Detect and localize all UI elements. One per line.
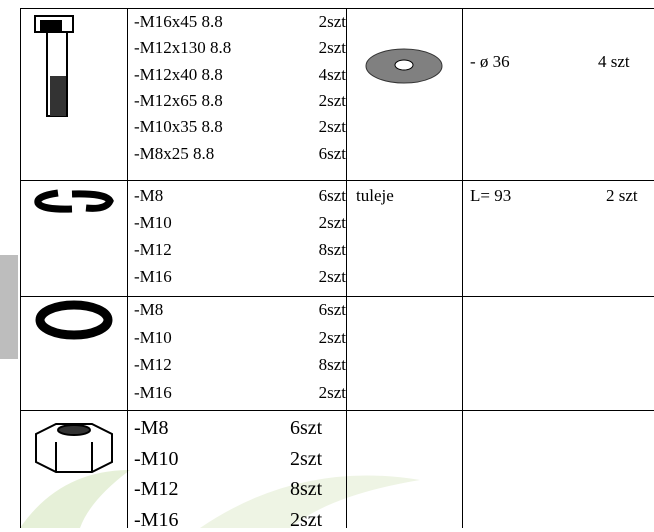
item-qty: 2szt	[318, 327, 346, 347]
row-border	[20, 296, 654, 297]
col-border	[462, 8, 463, 528]
item-name: -M10x35 8.8	[134, 117, 223, 137]
table-border	[20, 8, 21, 528]
flat-washer-icon	[35, 300, 113, 340]
item-name: -M12x130 8.8	[134, 38, 232, 58]
item-name: -M16	[134, 267, 172, 286]
item-name: -M16	[134, 508, 179, 531]
item-qty: 6szt	[318, 143, 346, 163]
item-qty: 8szt	[318, 240, 346, 259]
item-qty: 2szt	[318, 267, 346, 286]
item-qty: 2szt	[290, 508, 323, 531]
item-name: -M8x25 8.8	[134, 143, 215, 163]
item-name: -M10	[134, 327, 172, 347]
item-qty: 2szt	[318, 38, 346, 58]
table-border	[20, 8, 654, 9]
item-name: -M12x65 8.8	[134, 90, 223, 110]
row-border	[20, 410, 654, 411]
col-border	[127, 8, 128, 528]
row-border	[20, 180, 654, 181]
item-name: -M12x40 8.8	[134, 64, 223, 84]
bolt-icon	[34, 15, 74, 117]
nut-icon	[35, 423, 113, 473]
part-qty: 4 szt	[598, 52, 630, 71]
item-name: -M8	[134, 186, 164, 205]
item-name: -M12	[134, 355, 172, 375]
item-qty: 4szt	[318, 64, 346, 84]
item-qty: 2szt	[318, 12, 346, 31]
part-kind: tuleje	[356, 186, 394, 205]
col-border	[346, 8, 347, 528]
item-qty: 6szt	[290, 417, 323, 439]
spring-washer-icon	[34, 189, 114, 213]
item-qty: 2szt	[318, 90, 346, 110]
part-qty: 2 szt	[606, 186, 638, 205]
item-qty: 2szt	[318, 382, 346, 402]
part-size: - ø 36	[470, 52, 510, 71]
item-qty: 2szt	[318, 117, 346, 137]
part-size: L= 93	[470, 186, 512, 205]
item-name: -M16	[134, 382, 172, 402]
item-qty: 6szt	[318, 300, 346, 319]
item-name: -M10	[134, 213, 172, 232]
item-name: -M12	[134, 478, 179, 500]
item-name: -M16x45 8.8	[134, 12, 223, 31]
side-bar	[0, 255, 18, 359]
item-qty: 2szt	[290, 447, 323, 470]
item-name: -M10	[134, 447, 179, 470]
item-qty: 8szt	[290, 478, 323, 500]
item-qty: 2szt	[318, 213, 346, 232]
washer-icon	[365, 48, 443, 84]
item-name: -M12	[134, 240, 172, 259]
item-name: -M8	[134, 300, 164, 319]
item-name: -M8	[134, 417, 169, 439]
item-qty: 6szt	[318, 186, 346, 205]
item-qty: 8szt	[318, 355, 346, 375]
